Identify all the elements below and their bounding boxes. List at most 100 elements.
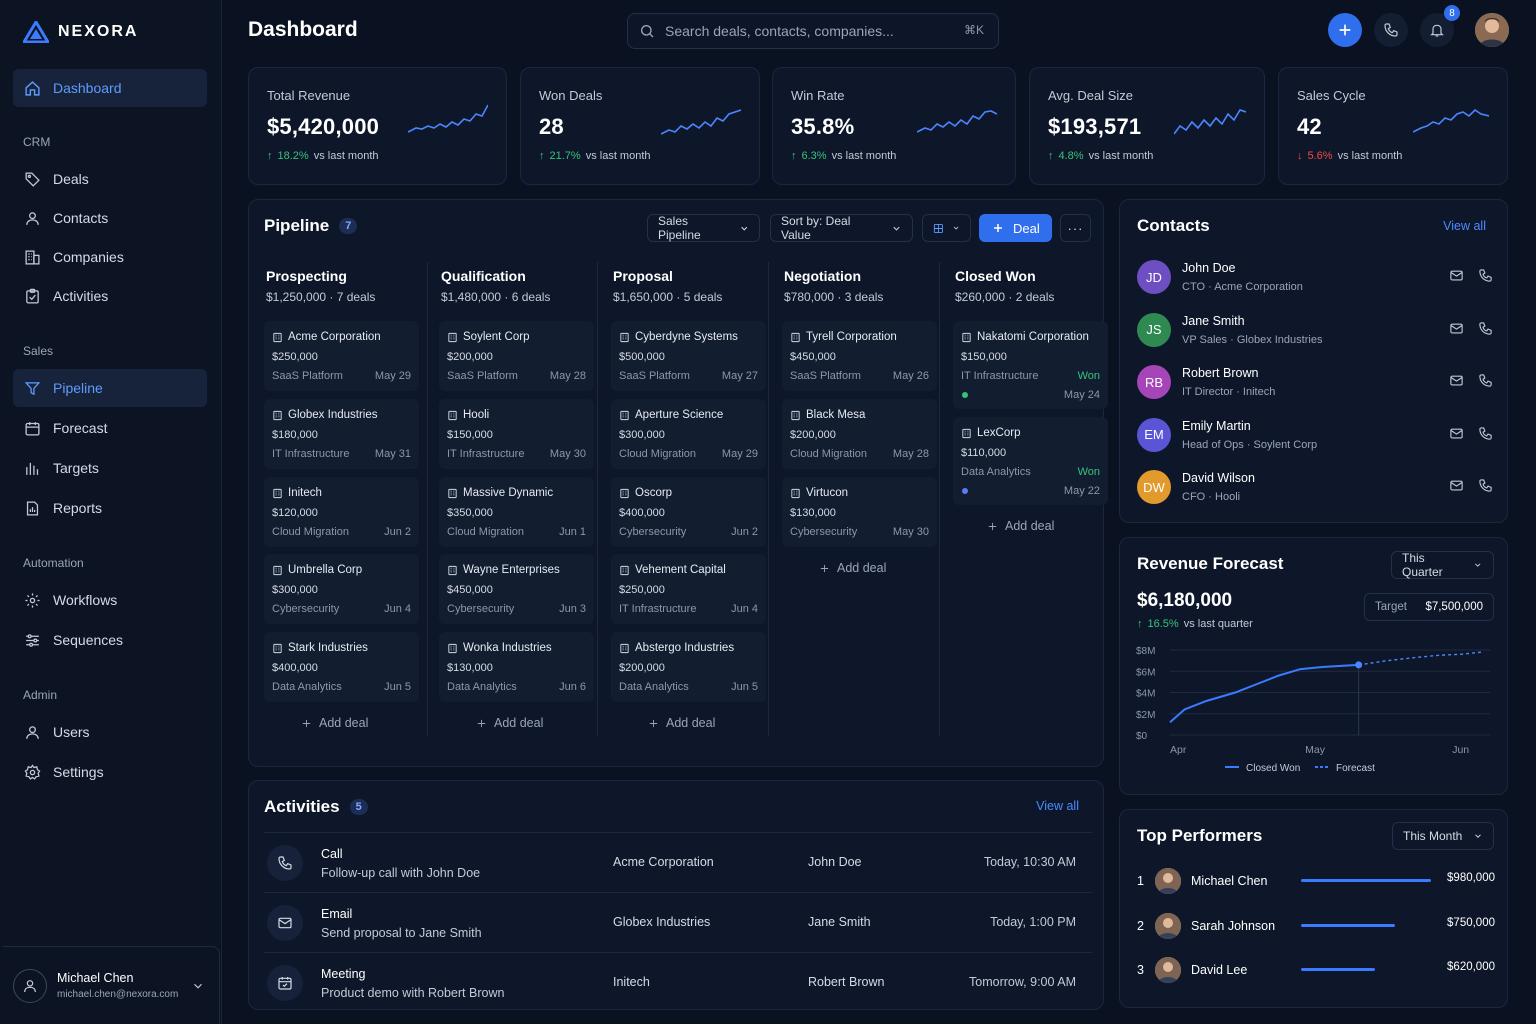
deal-card[interactable]: Umbrella Corp $300,000 Cybersecurity Jun…: [264, 554, 419, 624]
sidebar-item-deals[interactable]: Deals: [13, 160, 207, 198]
contact-row[interactable]: JS Jane Smith VP Sales · Globex Industri…: [1137, 311, 1493, 359]
view-toggle-button[interactable]: [922, 214, 971, 242]
contact-row[interactable]: RB Robert Brown IT Director · Initech: [1137, 363, 1493, 411]
sidebar-item-dashboard[interactable]: Dashboard: [13, 69, 207, 107]
mail-icon[interactable]: [1449, 268, 1464, 283]
column-title: Qualification: [441, 268, 526, 284]
kpi-card-avg-deal-size[interactable]: Avg. Deal Size $193,571 ↑ 4.8% vs last mon…: [1029, 67, 1265, 185]
activity-row[interactable]: Email Send proposal to Jane Smith Globex…: [264, 892, 1092, 952]
search-input[interactable]: Search deals, contacts, companies... ⌘K: [627, 13, 999, 49]
phone-icon[interactable]: [1478, 268, 1493, 283]
deal-card[interactable]: Initech $120,000 Cloud Migration Jun 2: [264, 477, 419, 547]
deal-card[interactable]: Hooli $150,000 IT Infrastructure May 30: [439, 399, 594, 469]
deal-card[interactable]: Black Mesa $200,000 Cloud Migration May …: [782, 399, 937, 469]
deal-card[interactable]: Tyrell Corporation $450,000 SaaS Platfor…: [782, 321, 937, 391]
sidebar-item-targets[interactable]: Targets: [13, 449, 207, 487]
pipeline-select[interactable]: Sales Pipeline: [647, 214, 760, 242]
kpi-card-win-rate[interactable]: Win Rate 35.8% ↑ 6.3% vs last month: [772, 67, 1016, 185]
deal-amount: $450,000: [447, 584, 493, 596]
sidebar-item-users[interactable]: Users: [13, 713, 207, 751]
add-deal-link[interactable]: Add deal: [476, 716, 543, 730]
sidebar-item-contacts[interactable]: Contacts: [13, 199, 207, 237]
deal-card[interactable]: Abstergo Industries $200,000 Data Analyt…: [611, 632, 766, 702]
contact-row[interactable]: JD John Doe CTO · Acme Corporation: [1137, 258, 1493, 306]
current-user-card[interactable]: Michael Chen michael.chen@nexora.com: [3, 946, 220, 1024]
deal-amount: $200,000: [790, 429, 836, 441]
building-icon: [620, 410, 629, 420]
phone-icon[interactable]: [1478, 478, 1493, 493]
sidebar-item-label: Companies: [53, 249, 124, 265]
phone-icon[interactable]: [1478, 426, 1493, 441]
mail-icon[interactable]: [1449, 321, 1464, 336]
add-deal-link[interactable]: Add deal: [648, 716, 715, 730]
deal-card[interactable]: Aperture Science $300,000 Cloud Migratio…: [611, 399, 766, 469]
activity-row[interactable]: Call Follow-up call with John Doe Acme C…: [264, 832, 1092, 892]
quick-add-button[interactable]: [1328, 13, 1362, 47]
performer-row[interactable]: 1 Michael Chen $980,000: [1137, 868, 1495, 904]
sort-select[interactable]: Sort by: Deal Value: [770, 214, 913, 242]
plus-icon: [988, 522, 997, 530]
sort-select-value: Sort by: Deal Value: [781, 214, 851, 242]
forecast-period-value: This Quarter: [1402, 551, 1443, 579]
deal-amount: $450,000: [790, 351, 836, 363]
deal-company-name: Massive Dynamic: [463, 487, 554, 499]
deal-card[interactable]: Oscorp $400,000 Cybersecurity Jun 2: [611, 477, 766, 547]
series-line-closed-won: [1169, 663, 1359, 724]
activities-title: Activities: [264, 797, 340, 816]
phone-icon[interactable]: [1478, 373, 1493, 388]
y-tick-label: $6M: [1136, 667, 1155, 678]
sidebar-item-settings[interactable]: Settings: [13, 753, 207, 791]
deal-company-name: Acme Corporation: [288, 331, 381, 343]
deal-card[interactable]: Wayne Enterprises $450,000 Cybersecurity…: [439, 554, 594, 624]
add-deal-link[interactable]: Add deal: [301, 716, 368, 730]
kpi-card-sales-cycle[interactable]: Sales Cycle 42 ↓ 5.6% vs last month: [1278, 67, 1508, 185]
deal-card[interactable]: Cyberdyne Systems $500,000 SaaS Platform…: [611, 321, 766, 391]
mail-icon[interactable]: [1449, 373, 1464, 388]
app-logo[interactable]: NEXORA: [23, 21, 138, 43]
performers-period-select[interactable]: This Month: [1392, 822, 1494, 850]
sidebar-item-companies[interactable]: Companies: [13, 238, 207, 276]
sidebar-item-pipeline[interactable]: Pipeline: [13, 369, 207, 407]
contacts-view-all-link[interactable]: View all: [1443, 219, 1486, 233]
sidebar-item-activities[interactable]: Activities: [13, 277, 207, 315]
deal-card[interactable]: Virtucon $130,000 Cybersecurity May 30: [782, 477, 937, 547]
notifications-button[interactable]: 8: [1420, 5, 1460, 47]
deal-card[interactable]: Soylent Corp $200,000 SaaS Platform May …: [439, 321, 594, 391]
add-deal-button[interactable]: Deal: [979, 214, 1052, 242]
pipeline-title: Pipeline: [264, 216, 330, 235]
deal-card[interactable]: LexCorp $110,000 Data Analytics Won May …: [953, 417, 1108, 505]
deal-card[interactable]: Wonka Industries $130,000 Data Analytics…: [439, 632, 594, 702]
deal-card[interactable]: Globex Industries $180,000 IT Infrastruc…: [264, 399, 419, 469]
deal-card[interactable]: Acme Corporation $250,000 SaaS Platform …: [264, 321, 419, 391]
contact-row[interactable]: DW David Wilson CFO · Hooli: [1137, 468, 1493, 516]
deal-card[interactable]: Stark Industries $400,000 Data Analytics…: [264, 632, 419, 702]
sidebar-item-workflows[interactable]: Workflows: [13, 581, 207, 619]
profile-avatar[interactable]: [1475, 13, 1509, 47]
mail-icon[interactable]: [1449, 478, 1464, 493]
activity-row[interactable]: Meeting Product demo with Robert Brown I…: [264, 952, 1092, 1012]
kpi-card-won-deals[interactable]: Won Deals 28 ↑ 21.7% vs last month: [520, 67, 760, 185]
add-deal-link[interactable]: Add deal: [987, 519, 1054, 533]
more-options-button[interactable]: ···: [1060, 214, 1091, 242]
sidebar-item-reports[interactable]: Reports: [13, 489, 207, 527]
contact-row[interactable]: EM Emily Martin Head of Ops · Soylent Co…: [1137, 416, 1493, 464]
deal-company: Nakatomi Corporation: [961, 331, 1089, 343]
deal-card[interactable]: Massive Dynamic $350,000 Cloud Migration…: [439, 477, 594, 547]
deal-card[interactable]: Vehement Capital $250,000 IT Infrastruct…: [611, 554, 766, 624]
performer-row[interactable]: 2 Sarah Johnson $750,000: [1137, 912, 1495, 949]
forecast-period-select[interactable]: This Quarter: [1391, 551, 1494, 579]
add-deal-link[interactable]: Add deal: [819, 561, 886, 575]
kpi-card-total-revenue[interactable]: Total Revenue $5,420,000 ↑ 18.2% vs last m…: [248, 67, 507, 185]
activities-view-all-link[interactable]: View all: [1036, 799, 1079, 813]
mail-icon[interactable]: [1449, 426, 1464, 441]
sidebar-item-sequences[interactable]: Sequences: [13, 621, 207, 659]
call-button[interactable]: [1374, 13, 1408, 47]
phone-icon[interactable]: [1478, 321, 1493, 336]
contact-actions: [1449, 268, 1493, 283]
deal-category: Data Analytics: [272, 681, 342, 693]
deal-card[interactable]: Nakatomi Corporation $150,000 IT Infrast…: [953, 321, 1108, 409]
sidebar-item-forecast[interactable]: Forecast: [13, 409, 207, 447]
performer-row[interactable]: 3 David Lee $620,000: [1137, 957, 1495, 993]
plus-icon: [1339, 24, 1351, 36]
chevron-down-icon[interactable]: [191, 979, 205, 993]
